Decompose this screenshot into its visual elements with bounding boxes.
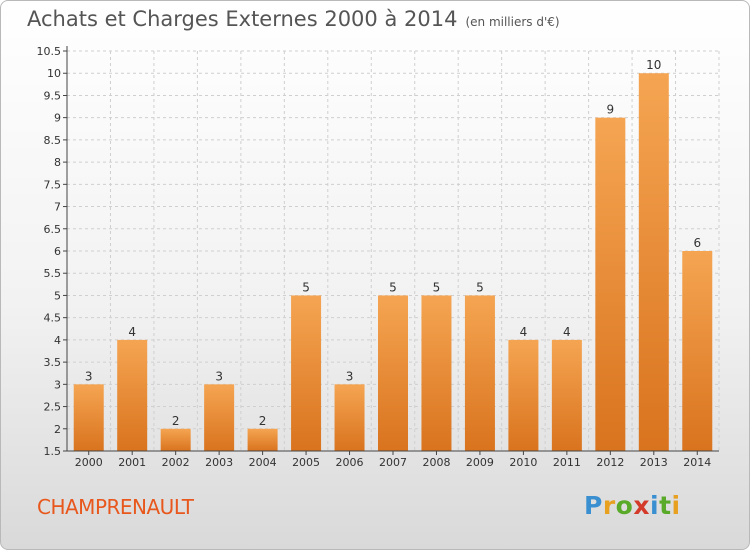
bar [160, 428, 191, 451]
y-tick-label: 9.5 [44, 89, 62, 102]
y-tick-label: 5.5 [44, 267, 62, 280]
y-tick-label: 8.5 [44, 134, 62, 147]
bar [117, 339, 148, 451]
axes [63, 46, 719, 455]
x-tick-label: 2009 [466, 456, 494, 469]
x-tick-label: 2003 [205, 456, 233, 469]
value-label: 6 [693, 236, 701, 250]
value-label: 5 [476, 280, 484, 294]
x-tick-label: 2011 [553, 456, 581, 469]
x-tick-label: 2002 [162, 456, 190, 469]
y-tick-label: 2 [54, 423, 61, 436]
x-tick-label: 2013 [640, 456, 668, 469]
bar [378, 295, 408, 451]
logo-letter: t [659, 491, 672, 520]
x-tick-label: 2000 [75, 456, 103, 469]
value-label: 2 [259, 414, 267, 428]
bars [73, 73, 713, 452]
value-label: 3 [85, 369, 93, 383]
value-label: 3 [346, 369, 354, 383]
bar [464, 295, 495, 451]
x-tick-label: 2006 [336, 456, 364, 469]
y-tick-label: 4 [54, 334, 61, 347]
y-tick-label: 4.5 [44, 312, 62, 325]
value-label: 5 [389, 280, 397, 294]
bar [682, 251, 713, 451]
logo-letter: i [671, 491, 681, 520]
value-label: 10 [646, 58, 661, 72]
x-tick-label: 2007 [379, 456, 407, 469]
y-tick-label: 8 [54, 156, 61, 169]
bar [508, 339, 539, 451]
y-tick-label: 5 [54, 289, 61, 302]
bar [291, 295, 322, 451]
y-tick-label: 1.5 [44, 445, 62, 458]
bar [247, 428, 278, 451]
y-tick-label: 9 [54, 112, 61, 125]
x-tick-label: 2010 [509, 456, 537, 469]
bar [204, 384, 235, 451]
y-tick-label: 2.5 [44, 401, 62, 414]
logo-letter: x [633, 491, 650, 520]
y-tick-label: 7 [54, 201, 61, 214]
y-tick-label: 7.5 [44, 178, 62, 191]
x-tick-label: 2005 [292, 456, 320, 469]
logo-letter: r [602, 491, 616, 520]
value-label: 2 [172, 414, 180, 428]
value-label: 4 [128, 325, 136, 339]
x-tick-label: 2012 [596, 456, 624, 469]
chart-title: Achats et Charges Externes 2000 à 2014 (e… [27, 7, 560, 31]
commune-name: CHAMPRENAULT [37, 495, 194, 519]
logo-letter: i [650, 491, 660, 520]
bar [421, 295, 452, 451]
logo-letter: P [584, 491, 603, 520]
bar [551, 339, 582, 451]
chart-unit-note: (en milliers d'€) [465, 15, 560, 29]
proxiti-logo: Proxiti [584, 491, 681, 520]
x-tick-label: 2004 [249, 456, 277, 469]
y-tick-label: 10.5 [37, 45, 62, 58]
logo-letter: o [615, 491, 634, 520]
bar [595, 117, 626, 452]
y-tick-label: 3.5 [44, 356, 62, 369]
value-label: 4 [520, 325, 528, 339]
labels: 1.5 2 2.5 3 3.5 4 4.5 5 5.5 6 6.5 7 7.5 8 8.5 9 9.5 10 10.… [37, 45, 712, 469]
y-tick-label: 6.5 [44, 223, 62, 236]
chart-title-main: Achats et Charges Externes 2000 à 2014 [27, 7, 458, 31]
bar [638, 73, 669, 451]
value-label: 5 [433, 280, 441, 294]
value-label: 9 [607, 103, 615, 117]
y-tick-label: 3 [54, 378, 61, 391]
y-tick-label: 6 [54, 245, 61, 258]
bar [334, 384, 365, 451]
x-tick-label: 2008 [422, 456, 450, 469]
y-tick-label: 10 [47, 67, 61, 80]
value-label: 5 [302, 280, 310, 294]
value-label: 4 [563, 325, 571, 339]
value-label: 3 [215, 369, 223, 383]
bar [73, 384, 104, 451]
x-tick-label: 2014 [683, 456, 711, 469]
x-tick-label: 2001 [118, 456, 146, 469]
